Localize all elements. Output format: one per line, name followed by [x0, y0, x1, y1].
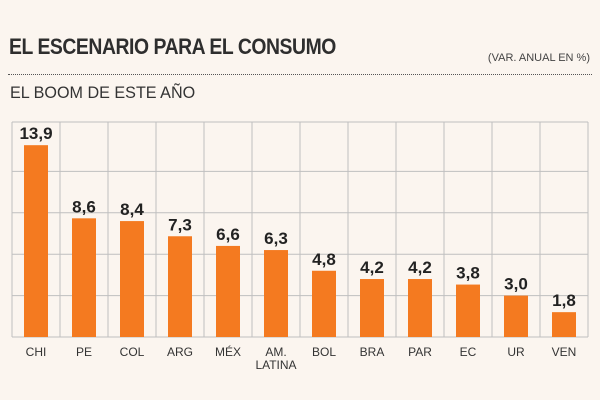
category-labels: CHI PE COL ARG MÉX AM. LATINA BOL BRA PAR EC UR VEN: [26, 344, 577, 372]
bar-value-label: 7,3: [168, 215, 192, 234]
bar-value-label: 4,2: [360, 258, 384, 277]
bar: [408, 279, 432, 337]
category-label: COL: [120, 345, 145, 359]
bar: [72, 218, 96, 337]
units-note: (VAR. ANUAL EN %): [487, 52, 590, 64]
bar-value-label: 13,9: [19, 124, 52, 143]
bar: [264, 250, 288, 337]
chart-title: EL ESCENARIO PARA EL CONSUMO: [9, 34, 336, 59]
bar-value-label: 8,6: [72, 197, 96, 216]
bar: [456, 284, 480, 337]
bar: [24, 145, 48, 337]
bar-value-label: 6,3: [264, 229, 288, 248]
category-label: AM. LATINA: [255, 345, 296, 372]
category-label: MÉX: [215, 344, 241, 359]
category-label: UR: [507, 345, 525, 359]
category-label: ARG: [167, 345, 193, 359]
bars: [24, 145, 576, 337]
category-label: CHI: [26, 345, 47, 359]
bar: [312, 270, 336, 337]
bar: [504, 295, 528, 337]
chart-subtitle: EL BOOM DE ESTE AÑO: [10, 83, 196, 102]
category-label: VEN: [552, 345, 577, 359]
bar: [120, 221, 144, 337]
category-label: EC: [460, 345, 477, 359]
category-label: BOL: [312, 345, 336, 359]
bar: [168, 236, 192, 337]
grid-lines: [11, 121, 589, 338]
bar-value-label: 3,0: [504, 275, 528, 294]
category-label: PE: [76, 345, 92, 359]
value-labels: 13,9 8,6 8,4 7,3 6,6 6,3 4,8 4,2 4,2 3,8 3,0 1,8: [19, 124, 575, 310]
title-divider: [8, 74, 592, 75]
bar-value-label: 6,6: [216, 225, 240, 244]
category-label: PAR: [408, 345, 432, 359]
bar-value-label: 1,8: [552, 291, 576, 310]
bar-value-label: 4,8: [312, 250, 336, 269]
bar: [360, 279, 384, 337]
bar-value-label: 3,8: [456, 264, 480, 283]
bar: [216, 245, 240, 337]
bar: [552, 312, 576, 337]
bar-value-label: 8,4: [120, 200, 144, 219]
bar-value-label: 4,2: [408, 258, 432, 277]
category-label: BRA: [360, 345, 385, 359]
